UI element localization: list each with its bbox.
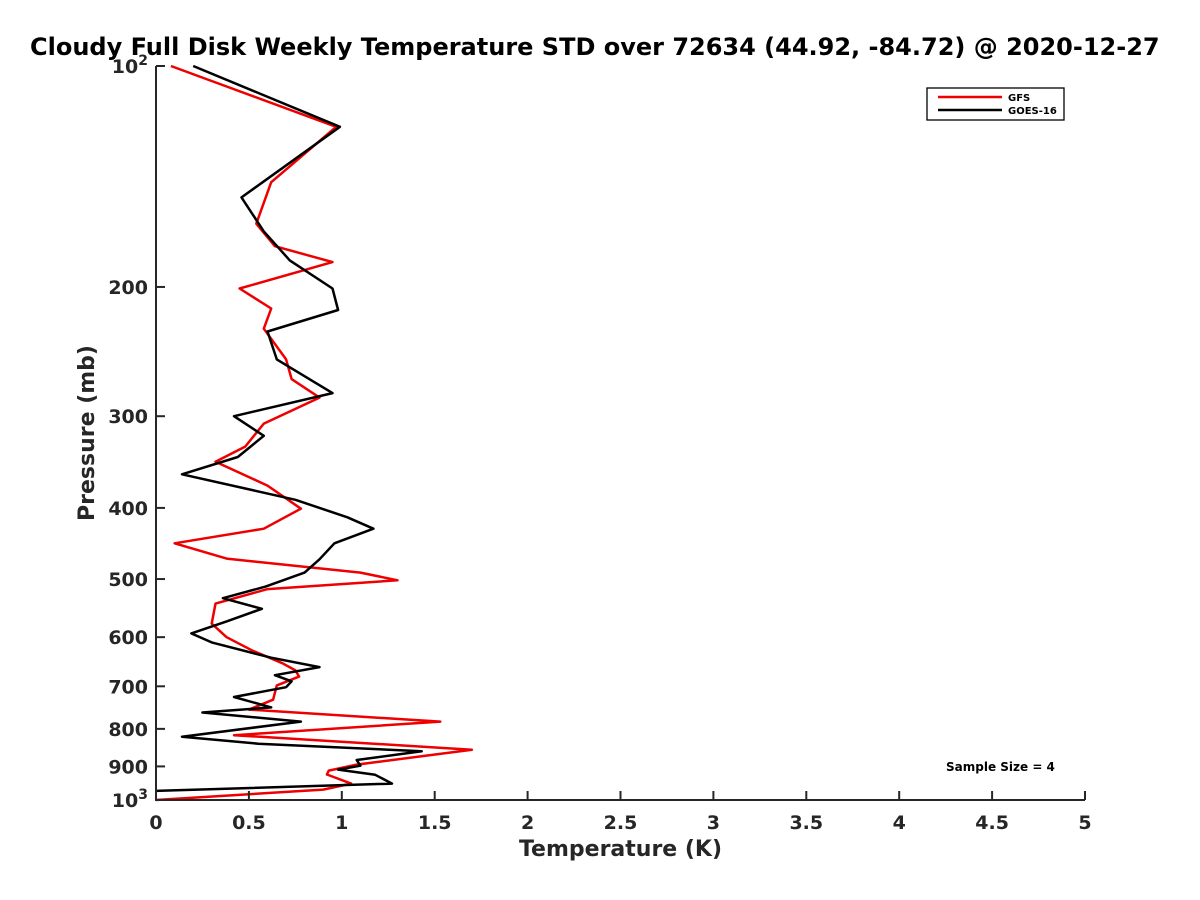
- x-tick-label: 2: [521, 812, 534, 834]
- y-tick-label: 300: [108, 406, 148, 428]
- plot-area: 0 0.5 1 1.5 2 2.5 3 3.5 4 4.5 5 102 200 300 400 500 600…: [108, 53, 1091, 834]
- x-tick-label: 0: [149, 812, 162, 834]
- y-tick-label: 700: [108, 676, 148, 698]
- y-tick-label: 800: [108, 719, 148, 741]
- y-tick-label: 400: [108, 498, 148, 520]
- sample-size-annotation: Sample Size = 4: [946, 760, 1055, 774]
- series-line-goes16: [155, 64, 423, 793]
- x-tick-label: 2.5: [604, 812, 638, 834]
- series-line-gfs: [155, 64, 474, 802]
- y-tick-label: 500: [108, 569, 148, 591]
- y-tick-label: 600: [108, 627, 148, 649]
- y-tick-label: 102: [112, 53, 148, 78]
- chart-title: Cloudy Full Disk Weekly Temperature STD …: [30, 33, 1160, 61]
- y-tick-label: 103: [112, 787, 148, 812]
- x-tick-label: 5: [1078, 812, 1091, 834]
- series-layer: [155, 64, 474, 802]
- x-axis-label: Temperature (K): [519, 837, 722, 862]
- x-tick-label: 3.5: [789, 812, 823, 834]
- y-axis-label: Pressure (mb): [75, 345, 100, 521]
- x-tick-label: 0.5: [232, 812, 266, 834]
- legend-box: [926, 87, 1065, 121]
- x-tick-label: 3: [707, 812, 720, 834]
- x-axis-ticks: 0 0.5 1 1.5 2 2.5 3 3.5 4 4.5 5: [149, 791, 1092, 834]
- x-tick-label: 1.5: [418, 812, 452, 834]
- legend-label-gfs: GFS: [1008, 93, 1030, 104]
- y-axis-ticks: 102 200 300 400 500 600 700 800 900 103: [108, 53, 165, 812]
- x-tick-label: 4: [893, 812, 906, 834]
- x-tick-label: 1: [335, 812, 348, 834]
- y-tick-label: 900: [108, 756, 148, 778]
- legend: GFS GOES-16: [926, 87, 1065, 121]
- x-tick-label: 4.5: [975, 812, 1009, 834]
- axes: [155, 66, 1085, 801]
- legend-label-goes16: GOES-16: [1008, 106, 1057, 117]
- y-tick-label: 200: [108, 277, 148, 299]
